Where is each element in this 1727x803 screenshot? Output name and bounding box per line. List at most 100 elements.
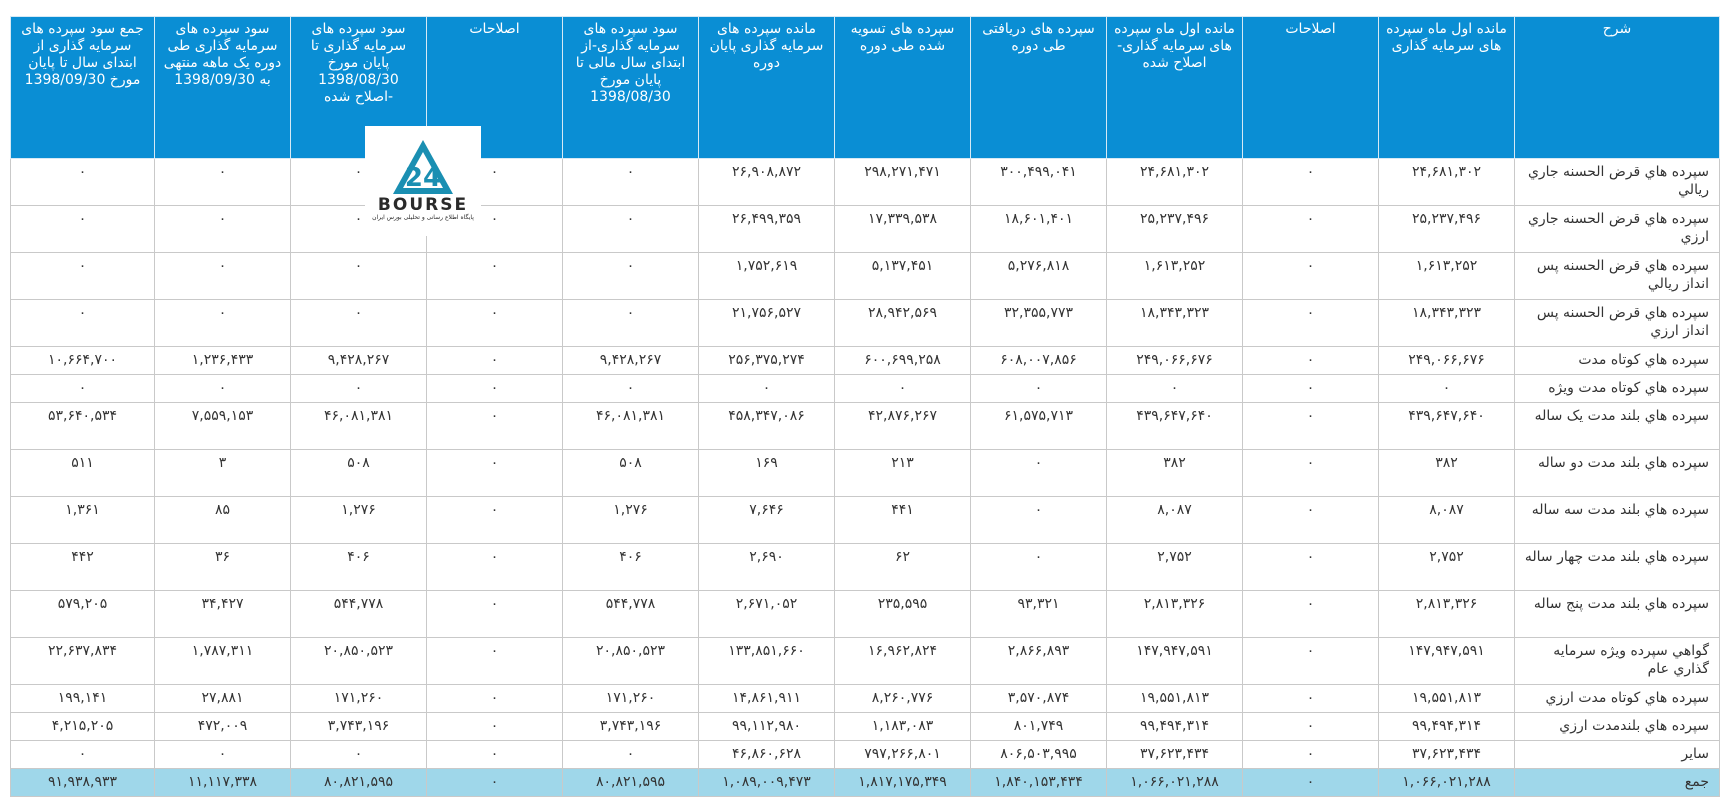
table-cell: ۴۳۹,۶۴۷,۶۴۰ — [1106, 402, 1243, 450]
table-cell: ۰ — [562, 158, 699, 206]
table-cell: ۰ — [1242, 684, 1379, 713]
table-cell: ۸,۰۸۷ — [1378, 496, 1515, 544]
table-cell: ۴,۲۱۵,۲۰۵ — [10, 712, 155, 741]
table-cell: ۸۰,۸۲۱,۵۹۵ — [562, 768, 699, 797]
table-cell: ۳۷,۶۲۳,۴۳۴ — [1378, 740, 1515, 769]
table-cell: ۰ — [426, 637, 563, 685]
table-cell: ۰ — [1242, 712, 1379, 741]
table-cell: ۴۰۶ — [562, 543, 699, 591]
row-description: گواهي سپرده ويژه سرمايه گذاري عام — [1514, 637, 1720, 685]
table-cell: ۰ — [1242, 740, 1379, 769]
table-cell: ۱۴۷,۹۴۷,۵۹۱ — [1106, 637, 1243, 685]
table-cell: ۰ — [10, 205, 155, 253]
table-cell: ۴۳۹,۶۴۷,۶۴۰ — [1378, 402, 1515, 450]
column-header: سپرده های دریافتی طی دوره — [970, 16, 1107, 159]
table-cell: ۰ — [154, 299, 291, 347]
table-cell: ۰ — [698, 374, 835, 403]
table-cell: ۱۴۷,۹۴۷,۵۹۱ — [1378, 637, 1515, 685]
table-cell: ۰ — [290, 252, 427, 300]
table-row: سپرده هاي قرض الحسنه جاري ريالي ۲۴,۶۸۱,۳۰… — [10, 158, 1720, 206]
table-cell: ۱۹۹,۱۴۱ — [10, 684, 155, 713]
table-cell: ۱,۰۶۶,۰۲۱,۲۸۸ — [1378, 768, 1515, 797]
table-cell: ۲,۸۱۳,۳۲۶ — [1106, 590, 1243, 638]
table-cell: ۶۱,۵۷۵,۷۱۳ — [970, 402, 1107, 450]
table-cell: ۲۷,۸۸۱ — [154, 684, 291, 713]
table-cell: ۵۰۸ — [290, 449, 427, 497]
table-cell: ۲۱,۷۵۶,۵۲۷ — [698, 299, 835, 347]
bourse24-logo-icon: 24 — [393, 140, 453, 194]
table-cell: ۲,۸۶۶,۸۹۳ — [970, 637, 1107, 685]
table-cell: ۰ — [154, 205, 291, 253]
table-cell: ۱,۰۶۶,۰۲۱,۲۸۸ — [1106, 768, 1243, 797]
table-cell: ۰ — [426, 768, 563, 797]
table-cell: ۹,۴۲۸,۲۶۷ — [562, 346, 699, 375]
table-cell: ۴۴۲ — [10, 543, 155, 591]
table-cell: ۰ — [1242, 402, 1379, 450]
table-cell: ۷,۵۵۹,۱۵۳ — [154, 402, 291, 450]
table-cell: ۰ — [1242, 299, 1379, 347]
table-body: سپرده هاي قرض الحسنه جاري ريالي ۲۴,۶۸۱,۳۰… — [10, 158, 1720, 797]
row-description: سپرده هاي قرض الحسنه پس انداز ريالي — [1514, 252, 1720, 300]
table-cell: ۱,۱۸۳,۰۸۳ — [834, 712, 971, 741]
table-cell: ۱۶۹ — [698, 449, 835, 497]
table-row: سپرده هاي بلند مدت دو ساله ۳۸۲ ۰ ۳۸۲ ۰ ۲۱۳ ۱۶۹… — [10, 449, 1720, 497]
column-header: جمع سود سپرده های سرمایه گذاری از ابتدای… — [10, 16, 155, 159]
table-cell: ۰ — [970, 449, 1107, 497]
bourse24-logo: 24 BOURSE پایگاه اطلاع رسانی و تحلیلی بو… — [365, 126, 481, 236]
table-row: سپرده هاي کوتاه مدت ارزي ۱۹,۵۵۱,۸۱۳ ۰ ۱۹,۵۵… — [10, 684, 1720, 713]
table-cell: ۴۴۱ — [834, 496, 971, 544]
table-cell: ۰ — [1378, 374, 1515, 403]
table-cell: ۷۹۷,۲۶۶,۸۰۱ — [834, 740, 971, 769]
table-cell: ۰ — [10, 740, 155, 769]
table-cell: ۰ — [970, 496, 1107, 544]
table-cell: ۵۴۴,۷۷۸ — [562, 590, 699, 638]
table-cell: ۹۳,۳۲۱ — [970, 590, 1107, 638]
table-cell: ۹۹,۴۹۴,۳۱۴ — [1378, 712, 1515, 741]
table-cell: ۴۷۲,۰۰۹ — [154, 712, 291, 741]
table-cell: ۳ — [154, 449, 291, 497]
table-cell: ۱,۶۱۳,۲۵۲ — [1378, 252, 1515, 300]
table-cell: ۰ — [10, 158, 155, 206]
table-cell: ۲۶,۴۹۹,۳۵۹ — [698, 205, 835, 253]
table-cell: ۲۰,۸۵۰,۵۲۳ — [290, 637, 427, 685]
table-cell: ۲۵,۲۳۷,۴۹۶ — [1378, 205, 1515, 253]
table-cell: ۰ — [426, 543, 563, 591]
table-cell: ۲۸,۹۴۲,۵۶۹ — [834, 299, 971, 347]
table-cell: ۰ — [10, 252, 155, 300]
table-cell: ۱,۲۷۶ — [562, 496, 699, 544]
table-cell: ۰ — [562, 205, 699, 253]
table-cell: ۶۰۸,۰۰۷,۸۵۶ — [970, 346, 1107, 375]
table-cell: ۱,۷۵۲,۶۱۹ — [698, 252, 835, 300]
table-cell: ۲۴,۶۸۱,۳۰۲ — [1378, 158, 1515, 206]
table-cell: ۰ — [154, 374, 291, 403]
table-cell: ۸۵ — [154, 496, 291, 544]
table-cell: ۱۳۳,۸۵۱,۶۶۰ — [698, 637, 835, 685]
table-cell: ۹,۴۲۸,۲۶۷ — [290, 346, 427, 375]
table-cell: ۰ — [834, 374, 971, 403]
row-description: سپرده هاي بلند مدت سه ساله — [1514, 496, 1720, 544]
table-cell: ۱۶,۹۶۲,۸۲۴ — [834, 637, 971, 685]
table-cell: ۱۹,۵۵۱,۸۱۳ — [1106, 684, 1243, 713]
table-cell: ۰ — [426, 346, 563, 375]
table-cell: ۱۱,۱۱۷,۳۳۸ — [154, 768, 291, 797]
table-cell: ۰ — [1242, 374, 1379, 403]
table-cell: ۶۰۰,۶۹۹,۲۵۸ — [834, 346, 971, 375]
table-cell: ۱۴,۸۶۱,۹۱۱ — [698, 684, 835, 713]
table-cell: ۹۱,۹۳۸,۹۳۳ — [10, 768, 155, 797]
table-cell: ۰ — [426, 712, 563, 741]
table-cell: ۲۵,۲۳۷,۴۹۶ — [1106, 205, 1243, 253]
table-cell: ۰ — [562, 252, 699, 300]
table-cell: ۳۲,۳۵۵,۷۷۳ — [970, 299, 1107, 347]
column-header: مانده اول ماه سپرده های سرمایه گذاری-اصل… — [1106, 16, 1243, 159]
table-cell: ۲۹۸,۲۷۱,۴۷۱ — [834, 158, 971, 206]
table-row: سپرده هاي قرض الحسنه پس انداز ارزي ۱۸,۳۴۳… — [10, 299, 1720, 347]
table-cell: ۰ — [1242, 496, 1379, 544]
table-cell: ۰ — [154, 158, 291, 206]
table-cell: ۱,۳۶۱ — [10, 496, 155, 544]
table-cell: ۱۷۱,۲۶۰ — [290, 684, 427, 713]
row-description: سپرده هاي کوتاه مدت ارزي — [1514, 684, 1720, 713]
logo-subtitle: پایگاه اطلاع رسانی و تحلیلی بورس ایران — [372, 214, 474, 221]
table-row: سپرده هاي بلند مدت يک ساله ۴۳۹,۶۴۷,۶۴۰ ۰ ۴۳… — [10, 402, 1720, 450]
disclosure-table-container: شرح مانده اول ماه سپرده های سرمایه گذاری ا… — [10, 16, 1720, 797]
table-cell: ۵۷۹,۲۰۵ — [10, 590, 155, 638]
